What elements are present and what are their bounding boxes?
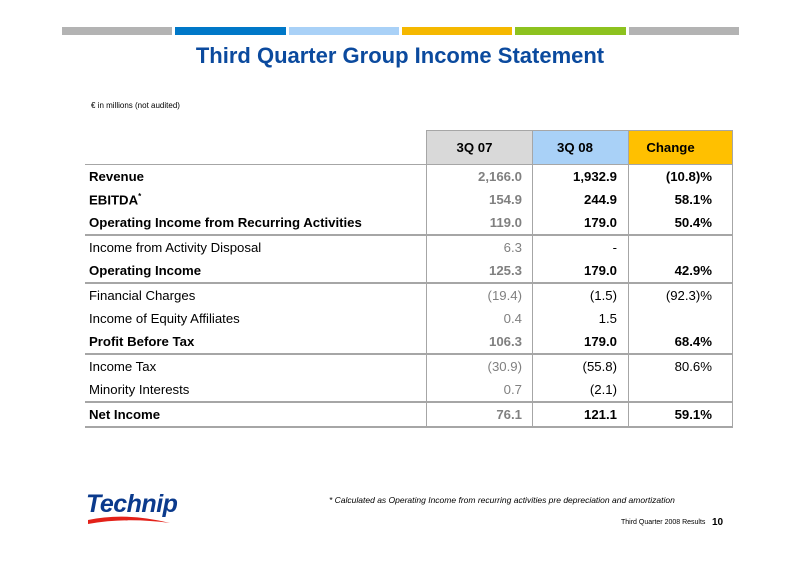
- row-label: Net Income: [85, 401, 427, 428]
- cell-change: 58.1%: [628, 188, 733, 211]
- cell-3q07: 2,166.0: [426, 164, 533, 188]
- table-row-financial-charges: Financial Charges (19.4) (1.5) (92.3)%: [85, 282, 733, 307]
- cell-3q08: (2.1): [532, 378, 629, 402]
- cell-3q08: 244.9: [532, 188, 629, 211]
- page-title: Third Quarter Group Income Statement: [195, 43, 605, 68]
- footnote-marker: *: [138, 191, 142, 201]
- cell-3q08: 121.1: [532, 401, 629, 428]
- table-row-net-income: Net Income 76.1 121.1 59.1%: [85, 401, 733, 428]
- row-label: EBITDA*: [89, 191, 142, 208]
- table-row-revenue: Revenue 2,166.0 1,932.9 (10.8)%: [85, 164, 733, 188]
- cell-change: 68.4%: [628, 330, 733, 354]
- cell-3q08: (1.5): [532, 282, 629, 307]
- table-row-minority-interests: Minority Interests 0.7 (2.1): [85, 378, 733, 402]
- logo-swoosh-icon: [88, 516, 170, 524]
- cell-3q07: 0.7: [426, 378, 533, 402]
- cell-change: [628, 378, 733, 402]
- row-label: Profit Before Tax: [89, 334, 195, 349]
- row-label: Income of Equity Affiliates: [89, 311, 240, 326]
- cell-3q07: 0.4: [426, 307, 533, 330]
- units-subtitle: € in millions (not audited): [91, 101, 180, 110]
- cell-3q07: 119.0: [426, 211, 533, 235]
- row-label: Income Tax: [85, 353, 427, 378]
- cell-change: 80.6%: [628, 353, 733, 378]
- cell-3q07: 154.9: [426, 188, 533, 211]
- row-label: Financial Charges: [85, 282, 427, 307]
- cell-change: 59.1%: [628, 401, 733, 428]
- color-bar-1: [62, 27, 173, 35]
- color-bar-6: [628, 27, 739, 35]
- header-3q07: 3Q 07: [426, 130, 533, 165]
- cell-3q07: 125.3: [426, 259, 533, 283]
- cell-3q07: 106.3: [426, 330, 533, 354]
- color-bar-3: [288, 27, 399, 35]
- color-bar-5: [515, 27, 626, 35]
- color-bar-2: [175, 27, 286, 35]
- header-blank: [85, 130, 427, 165]
- income-statement-table: 3Q 07 3Q 08 Change Revenue 2,166.0 1,932…: [85, 130, 733, 428]
- logo-wordmark: Technip: [86, 490, 178, 518]
- technip-logo: Technip: [86, 490, 178, 530]
- table-row-operating-income-recurring: Operating Income from Recurring Activiti…: [85, 211, 733, 235]
- header-change: Change: [628, 130, 733, 165]
- header-color-bars: [62, 27, 739, 35]
- cell-3q08: 179.0: [532, 259, 629, 283]
- cell-change: (92.3)%: [628, 282, 733, 307]
- table-row-ebitda: EBITDA* 154.9 244.9 58.1%: [85, 188, 733, 211]
- table-row-income-tax: Income Tax (30.9) (55.8) 80.6%: [85, 353, 733, 378]
- cell-change: 42.9%: [628, 259, 733, 283]
- cell-3q07: (19.4): [426, 282, 533, 307]
- row-label: Operating Income: [89, 263, 202, 278]
- color-bar-4: [401, 27, 513, 35]
- cell-3q08: 179.0: [532, 211, 629, 235]
- header-3q08: 3Q 08: [532, 130, 629, 165]
- cell-3q08: 1.5: [532, 307, 629, 330]
- footnote: * Calculated as Operating Income from re…: [329, 495, 675, 505]
- cell-3q08: 179.0: [532, 330, 629, 354]
- cell-3q08: 1,932.9: [532, 164, 629, 188]
- row-label: Operating Income from Recurring Activiti…: [89, 215, 362, 230]
- row-label: Revenue: [85, 164, 427, 188]
- cell-3q07: 6.3: [426, 234, 533, 259]
- footer-label: Third Quarter 2008 Results: [621, 519, 706, 526]
- table-row-equity-affiliates: Income of Equity Affiliates 0.4 1.5: [85, 307, 733, 330]
- cell-3q08: -: [532, 234, 629, 259]
- cell-change: (10.8)%: [628, 164, 733, 188]
- cell-change: [628, 234, 733, 259]
- cell-change: 50.4%: [628, 211, 733, 235]
- row-label: Minority Interests: [89, 382, 190, 397]
- cell-3q08: (55.8): [532, 353, 629, 378]
- page-number: 10: [712, 517, 724, 528]
- table-row-activity-disposal: Income from Activity Disposal 6.3 -: [85, 234, 733, 259]
- cell-change: [628, 307, 733, 330]
- row-label: Income from Activity Disposal: [85, 234, 427, 259]
- cell-3q07: 76.1: [426, 401, 533, 428]
- table-header-row: 3Q 07 3Q 08 Change: [85, 130, 733, 165]
- table-row-operating-income: Operating Income 125.3 179.0 42.9%: [85, 259, 733, 283]
- cell-3q07: (30.9): [426, 353, 533, 378]
- table-row-profit-before-tax: Profit Before Tax 106.3 179.0 68.4%: [85, 330, 733, 354]
